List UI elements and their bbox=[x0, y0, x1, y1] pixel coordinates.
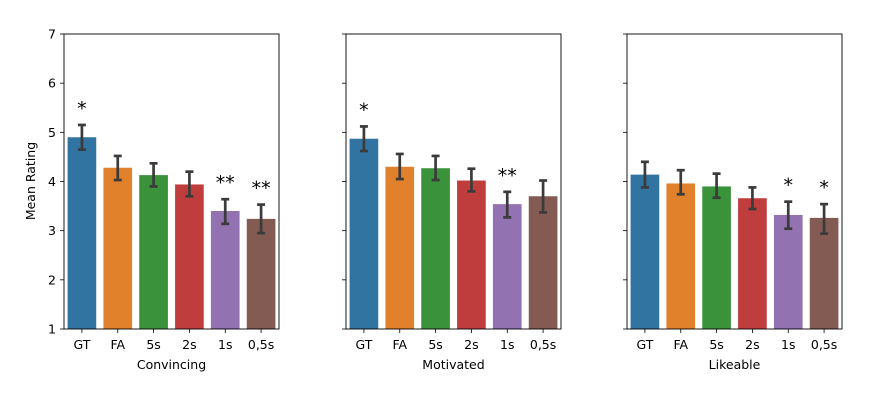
significance-marker: * bbox=[359, 99, 369, 121]
y-tick-label: 7 bbox=[48, 27, 56, 42]
panel-2: * GT FA 5s 2s ** 1s 0,5s Motivated bbox=[342, 33, 562, 372]
bar-0,5s bbox=[809, 217, 839, 329]
y-tick-label: 3 bbox=[48, 223, 56, 238]
bar-FA bbox=[103, 167, 133, 329]
bar-1s bbox=[773, 214, 803, 329]
y-tick-label: 1 bbox=[48, 322, 56, 337]
y-axis-label: Mean Rating bbox=[23, 142, 38, 220]
bar-GT bbox=[67, 137, 97, 329]
x-tick-label: 5s bbox=[709, 337, 723, 352]
bar-0,5s bbox=[528, 196, 558, 329]
bar-1s bbox=[210, 211, 240, 329]
significance-marker: * bbox=[784, 175, 794, 197]
x-tick-label: 0,5s bbox=[811, 337, 837, 352]
x-tick-label: GT bbox=[73, 337, 90, 352]
x-tick-label: 0,5s bbox=[248, 337, 274, 352]
x-tick-label: 1s bbox=[218, 337, 232, 352]
bar-1s bbox=[492, 204, 522, 329]
bar-2s bbox=[738, 198, 767, 329]
bar-5s bbox=[421, 168, 450, 329]
axes-frame bbox=[626, 33, 843, 330]
panel-3: GT FA 5s 2s * 1s * 0,5s Likeable bbox=[623, 33, 843, 372]
axes-frame bbox=[345, 33, 562, 330]
significance-marker: * bbox=[77, 98, 87, 120]
x-tick-label: FA bbox=[110, 337, 125, 352]
panel-1: * GT FA 5s 2s ** 1s ** 0,5s 1 2 3 4 5 6 7 Convincing bbox=[48, 27, 280, 372]
x-tick-label: FA bbox=[673, 337, 688, 352]
y-tick-label: 4 bbox=[48, 174, 56, 189]
x-tick-label: 1s bbox=[500, 337, 514, 352]
x-tick-label: 0,5s bbox=[530, 337, 556, 352]
bar-0,5s bbox=[246, 218, 276, 329]
x-tick-label: GT bbox=[636, 337, 653, 352]
x-tick-label: 1s bbox=[781, 337, 795, 352]
significance-marker: * bbox=[819, 177, 829, 199]
y-tick-label: 6 bbox=[48, 76, 56, 91]
significance-marker: ** bbox=[498, 165, 517, 187]
bar-2s bbox=[175, 184, 204, 329]
x-tick-label: 2s bbox=[464, 337, 478, 352]
y-tick-label: 5 bbox=[48, 125, 56, 140]
x-tick-label: 5s bbox=[428, 337, 442, 352]
bar-FA bbox=[385, 166, 415, 329]
x-axis-label: Convincing bbox=[137, 357, 206, 372]
bar-GT bbox=[630, 174, 660, 329]
x-tick-label: 2s bbox=[745, 337, 759, 352]
axes-frame bbox=[63, 33, 280, 330]
significance-marker: ** bbox=[252, 178, 271, 200]
x-tick-label: FA bbox=[392, 337, 407, 352]
x-axis-label: Likeable bbox=[709, 357, 761, 372]
significance-marker: ** bbox=[216, 172, 235, 194]
x-tick-label: 2s bbox=[182, 337, 196, 352]
bar-GT bbox=[349, 138, 379, 329]
x-tick-label: 5s bbox=[146, 337, 160, 352]
bar-2s bbox=[457, 180, 486, 329]
x-tick-label: GT bbox=[355, 337, 372, 352]
bar-5s bbox=[702, 186, 731, 329]
x-axis-label: Motivated bbox=[422, 357, 484, 372]
bar-5s bbox=[139, 175, 168, 329]
bar-FA bbox=[666, 183, 696, 329]
y-tick-label: 2 bbox=[48, 272, 56, 287]
